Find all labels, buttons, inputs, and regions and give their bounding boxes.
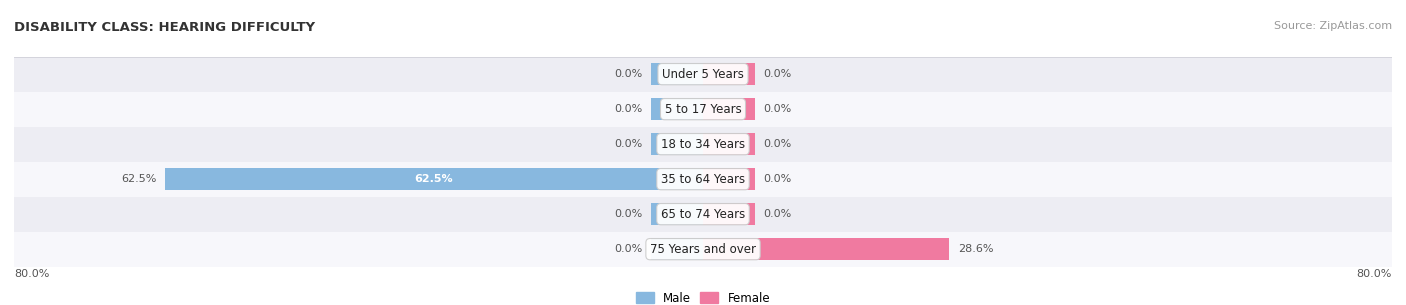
Text: 65 to 74 Years: 65 to 74 Years — [661, 208, 745, 221]
Bar — [703, 238, 949, 260]
Text: 62.5%: 62.5% — [415, 174, 453, 184]
Text: 62.5%: 62.5% — [121, 174, 156, 184]
Text: Under 5 Years: Under 5 Years — [662, 68, 744, 81]
Text: 0.0%: 0.0% — [614, 244, 643, 254]
Text: 80.0%: 80.0% — [1357, 269, 1392, 279]
Bar — [651, 203, 703, 225]
Bar — [703, 63, 755, 85]
Text: DISABILITY CLASS: HEARING DIFFICULTY: DISABILITY CLASS: HEARING DIFFICULTY — [14, 21, 315, 34]
Text: 0.0%: 0.0% — [614, 104, 643, 114]
Text: 0.0%: 0.0% — [614, 139, 643, 149]
Bar — [703, 203, 755, 225]
Bar — [703, 98, 755, 120]
Text: 0.0%: 0.0% — [763, 104, 792, 114]
Bar — [165, 168, 703, 190]
Text: 0.0%: 0.0% — [763, 69, 792, 79]
Bar — [651, 63, 703, 85]
Text: 75 Years and over: 75 Years and over — [650, 243, 756, 256]
Text: 0.0%: 0.0% — [763, 139, 792, 149]
Text: 28.6%: 28.6% — [957, 244, 994, 254]
Text: 0.0%: 0.0% — [614, 69, 643, 79]
Bar — [14, 127, 1392, 162]
Bar — [14, 197, 1392, 232]
Text: 35 to 64 Years: 35 to 64 Years — [661, 173, 745, 186]
Text: 0.0%: 0.0% — [763, 209, 792, 219]
Text: 0.0%: 0.0% — [614, 209, 643, 219]
Text: 80.0%: 80.0% — [14, 269, 49, 279]
Bar — [14, 162, 1392, 197]
Legend: Male, Female: Male, Female — [631, 287, 775, 305]
Bar — [651, 133, 703, 155]
Bar — [14, 92, 1392, 127]
Bar — [703, 168, 755, 190]
Bar — [651, 238, 703, 260]
Bar — [703, 133, 755, 155]
Bar — [651, 98, 703, 120]
Bar — [14, 57, 1392, 92]
Text: 18 to 34 Years: 18 to 34 Years — [661, 138, 745, 151]
Text: 0.0%: 0.0% — [763, 174, 792, 184]
Text: 5 to 17 Years: 5 to 17 Years — [665, 103, 741, 116]
Text: Source: ZipAtlas.com: Source: ZipAtlas.com — [1274, 21, 1392, 31]
Bar — [14, 232, 1392, 267]
